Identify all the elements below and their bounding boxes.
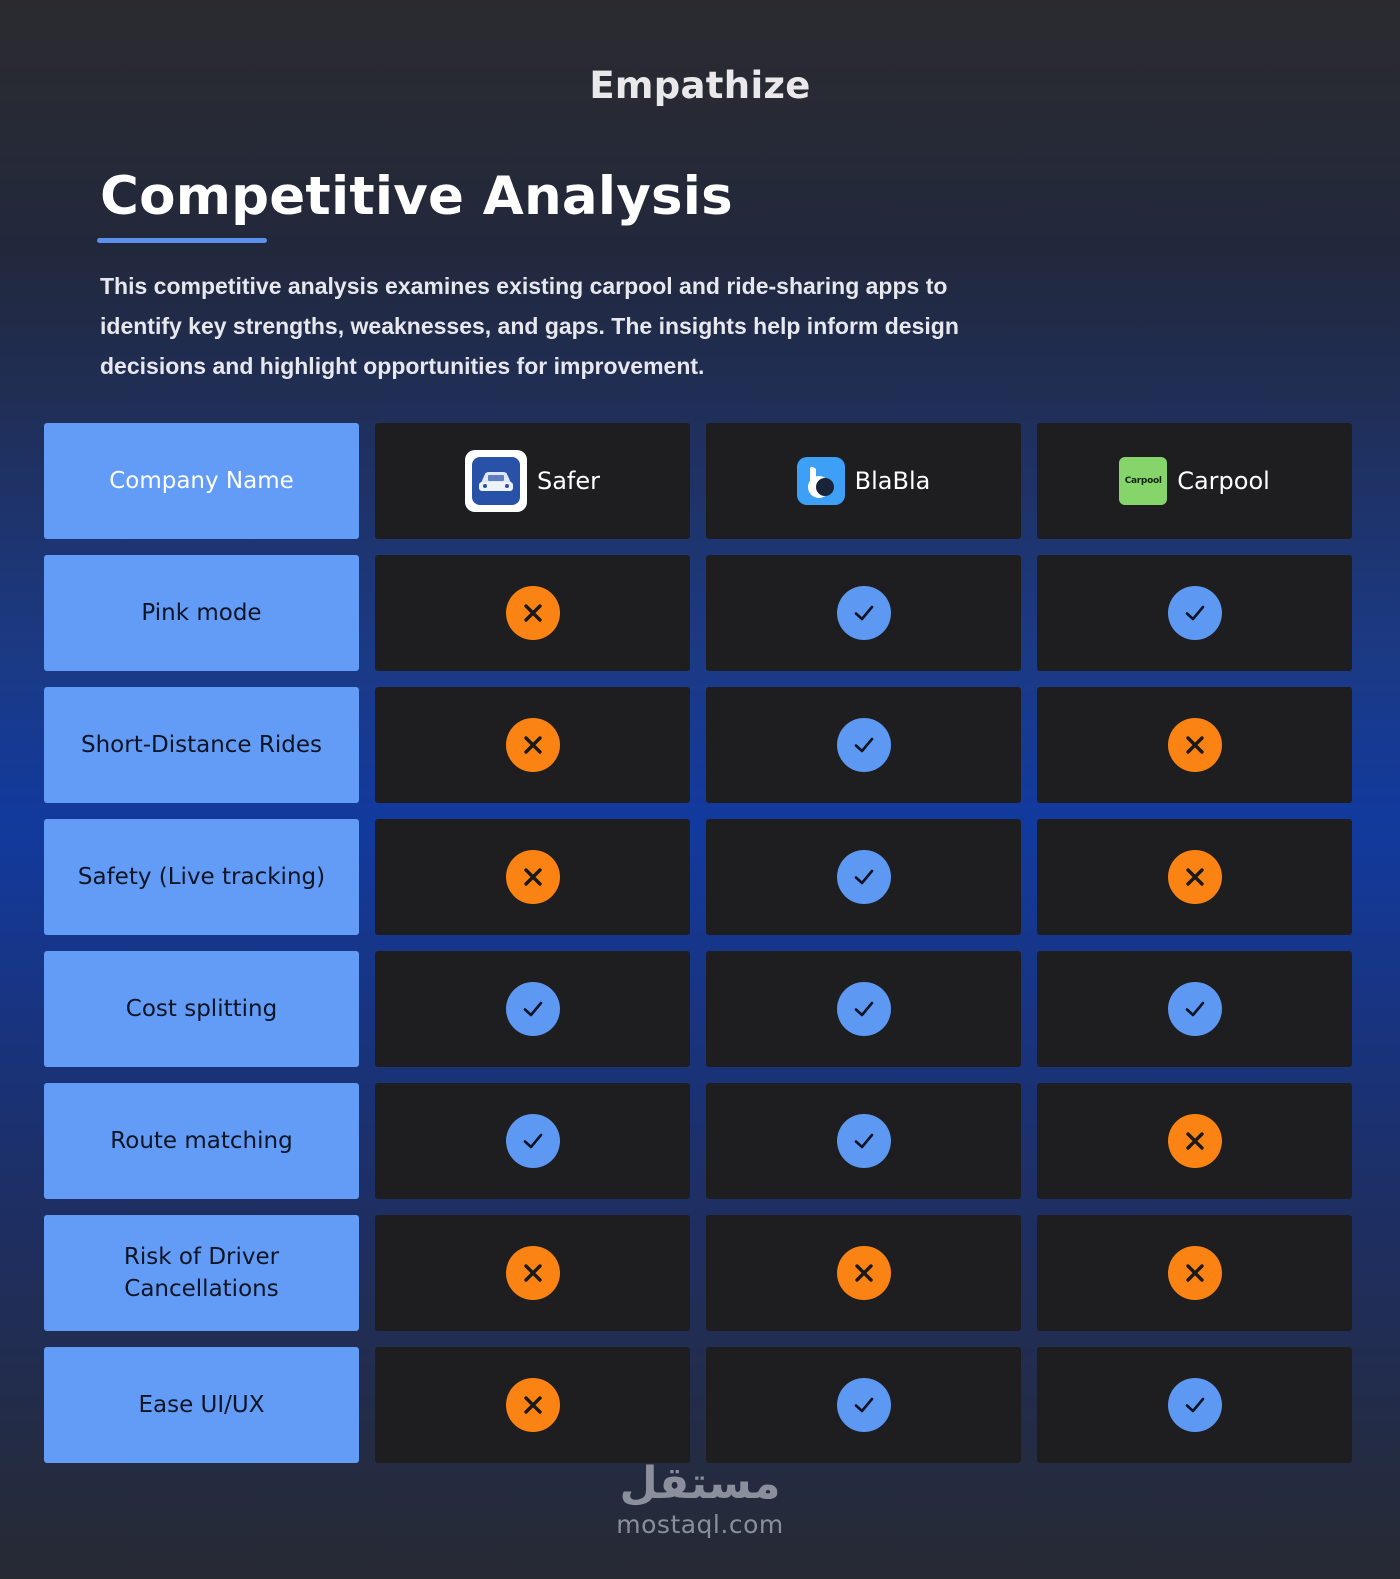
cross-icon	[1167, 1114, 1222, 1168]
cross-icon	[1167, 1246, 1222, 1300]
cross-icon	[505, 1246, 560, 1300]
feature-cell	[375, 555, 690, 671]
check-icon	[836, 718, 891, 772]
feature-cell	[1037, 687, 1352, 803]
feature-label-cell: Safety (Live tracking)	[44, 819, 359, 935]
company-cell-blabla: BlaBla	[706, 423, 1021, 539]
cross-icon	[1167, 718, 1222, 772]
check-icon	[1167, 586, 1222, 640]
car-app-icon	[464, 450, 527, 512]
check-icon	[1167, 982, 1222, 1036]
feature-cell	[375, 1347, 690, 1463]
feature-cell	[1037, 555, 1352, 671]
cross-icon	[505, 1378, 560, 1432]
feature-label-cell: Risk of Driver Cancellations	[44, 1215, 359, 1331]
feature-label: Route matching	[110, 1128, 293, 1154]
watermark-site: mostaql.com	[616, 1510, 784, 1539]
feature-label: Ease UI/UX	[138, 1392, 265, 1418]
feature-label-cell: Ease UI/UX	[44, 1347, 359, 1463]
feature-label-cell: Cost splitting	[44, 951, 359, 1067]
company-cell-carpool: Carpool Carpool	[1037, 423, 1352, 539]
feature-cell	[706, 555, 1021, 671]
section-label: Empathize	[589, 64, 811, 107]
cross-icon	[836, 1246, 891, 1300]
company-name-header: Company Name	[109, 468, 294, 494]
feature-cell	[375, 819, 690, 935]
check-icon	[836, 850, 891, 904]
feature-cell	[706, 951, 1021, 1067]
feature-cell	[706, 1083, 1021, 1199]
title-underline	[97, 238, 267, 243]
intro-text: This competitive analysis examines exist…	[100, 273, 959, 379]
carpool-logo-text: Carpool	[1124, 476, 1162, 486]
cross-icon	[505, 850, 560, 904]
cross-icon	[505, 718, 560, 772]
feature-cell	[706, 687, 1021, 803]
feature-cell	[706, 819, 1021, 935]
header-label-cell: Company Name	[44, 423, 359, 539]
feature-cell	[375, 1215, 690, 1331]
company-cell-safer: Safer	[375, 423, 690, 539]
feature-cell	[375, 951, 690, 1067]
feature-cell	[1037, 1083, 1352, 1199]
mostaql-watermark: مستقل mostaql.com	[0, 1458, 1400, 1540]
feature-label: Pink mode	[141, 600, 262, 626]
feature-label-cell: Pink mode	[44, 555, 359, 671]
feature-label: Safety (Live tracking)	[77, 864, 326, 890]
cross-icon	[505, 586, 560, 640]
feature-cell	[1037, 1347, 1352, 1463]
cross-icon	[1167, 850, 1222, 904]
page-title: Competitive Analysis	[100, 166, 733, 227]
blabla-app-icon	[796, 457, 845, 505]
feature-cell	[1037, 819, 1352, 935]
check-icon	[1167, 1378, 1222, 1432]
feature-label-cell: Short-Distance Rides	[44, 687, 359, 803]
feature-cell	[1037, 1215, 1352, 1331]
feature-label: Risk of Driver Cancellations	[123, 1244, 280, 1302]
check-icon	[505, 982, 560, 1036]
check-icon	[505, 1114, 560, 1168]
feature-label: Cost splitting	[125, 996, 278, 1022]
check-icon	[836, 1114, 891, 1168]
feature-cell	[706, 1347, 1021, 1463]
feature-cell	[375, 1083, 690, 1199]
feature-cell	[706, 1215, 1021, 1331]
check-icon	[836, 586, 891, 640]
carpool-app-icon: Carpool	[1119, 457, 1168, 505]
company-name: BlaBla	[854, 467, 931, 495]
check-icon	[836, 982, 891, 1036]
watermark-brand: مستقل	[619, 1458, 781, 1509]
feature-label-cell: Route matching	[44, 1083, 359, 1199]
company-name: Safer	[536, 467, 601, 495]
feature-cell	[375, 687, 690, 803]
feature-cell	[1037, 951, 1352, 1067]
check-icon	[836, 1378, 891, 1432]
comparison-table: Company Name Safer	[44, 423, 1358, 1463]
company-name: Carpool	[1177, 467, 1270, 495]
feature-label: Short-Distance Rides	[80, 732, 322, 758]
